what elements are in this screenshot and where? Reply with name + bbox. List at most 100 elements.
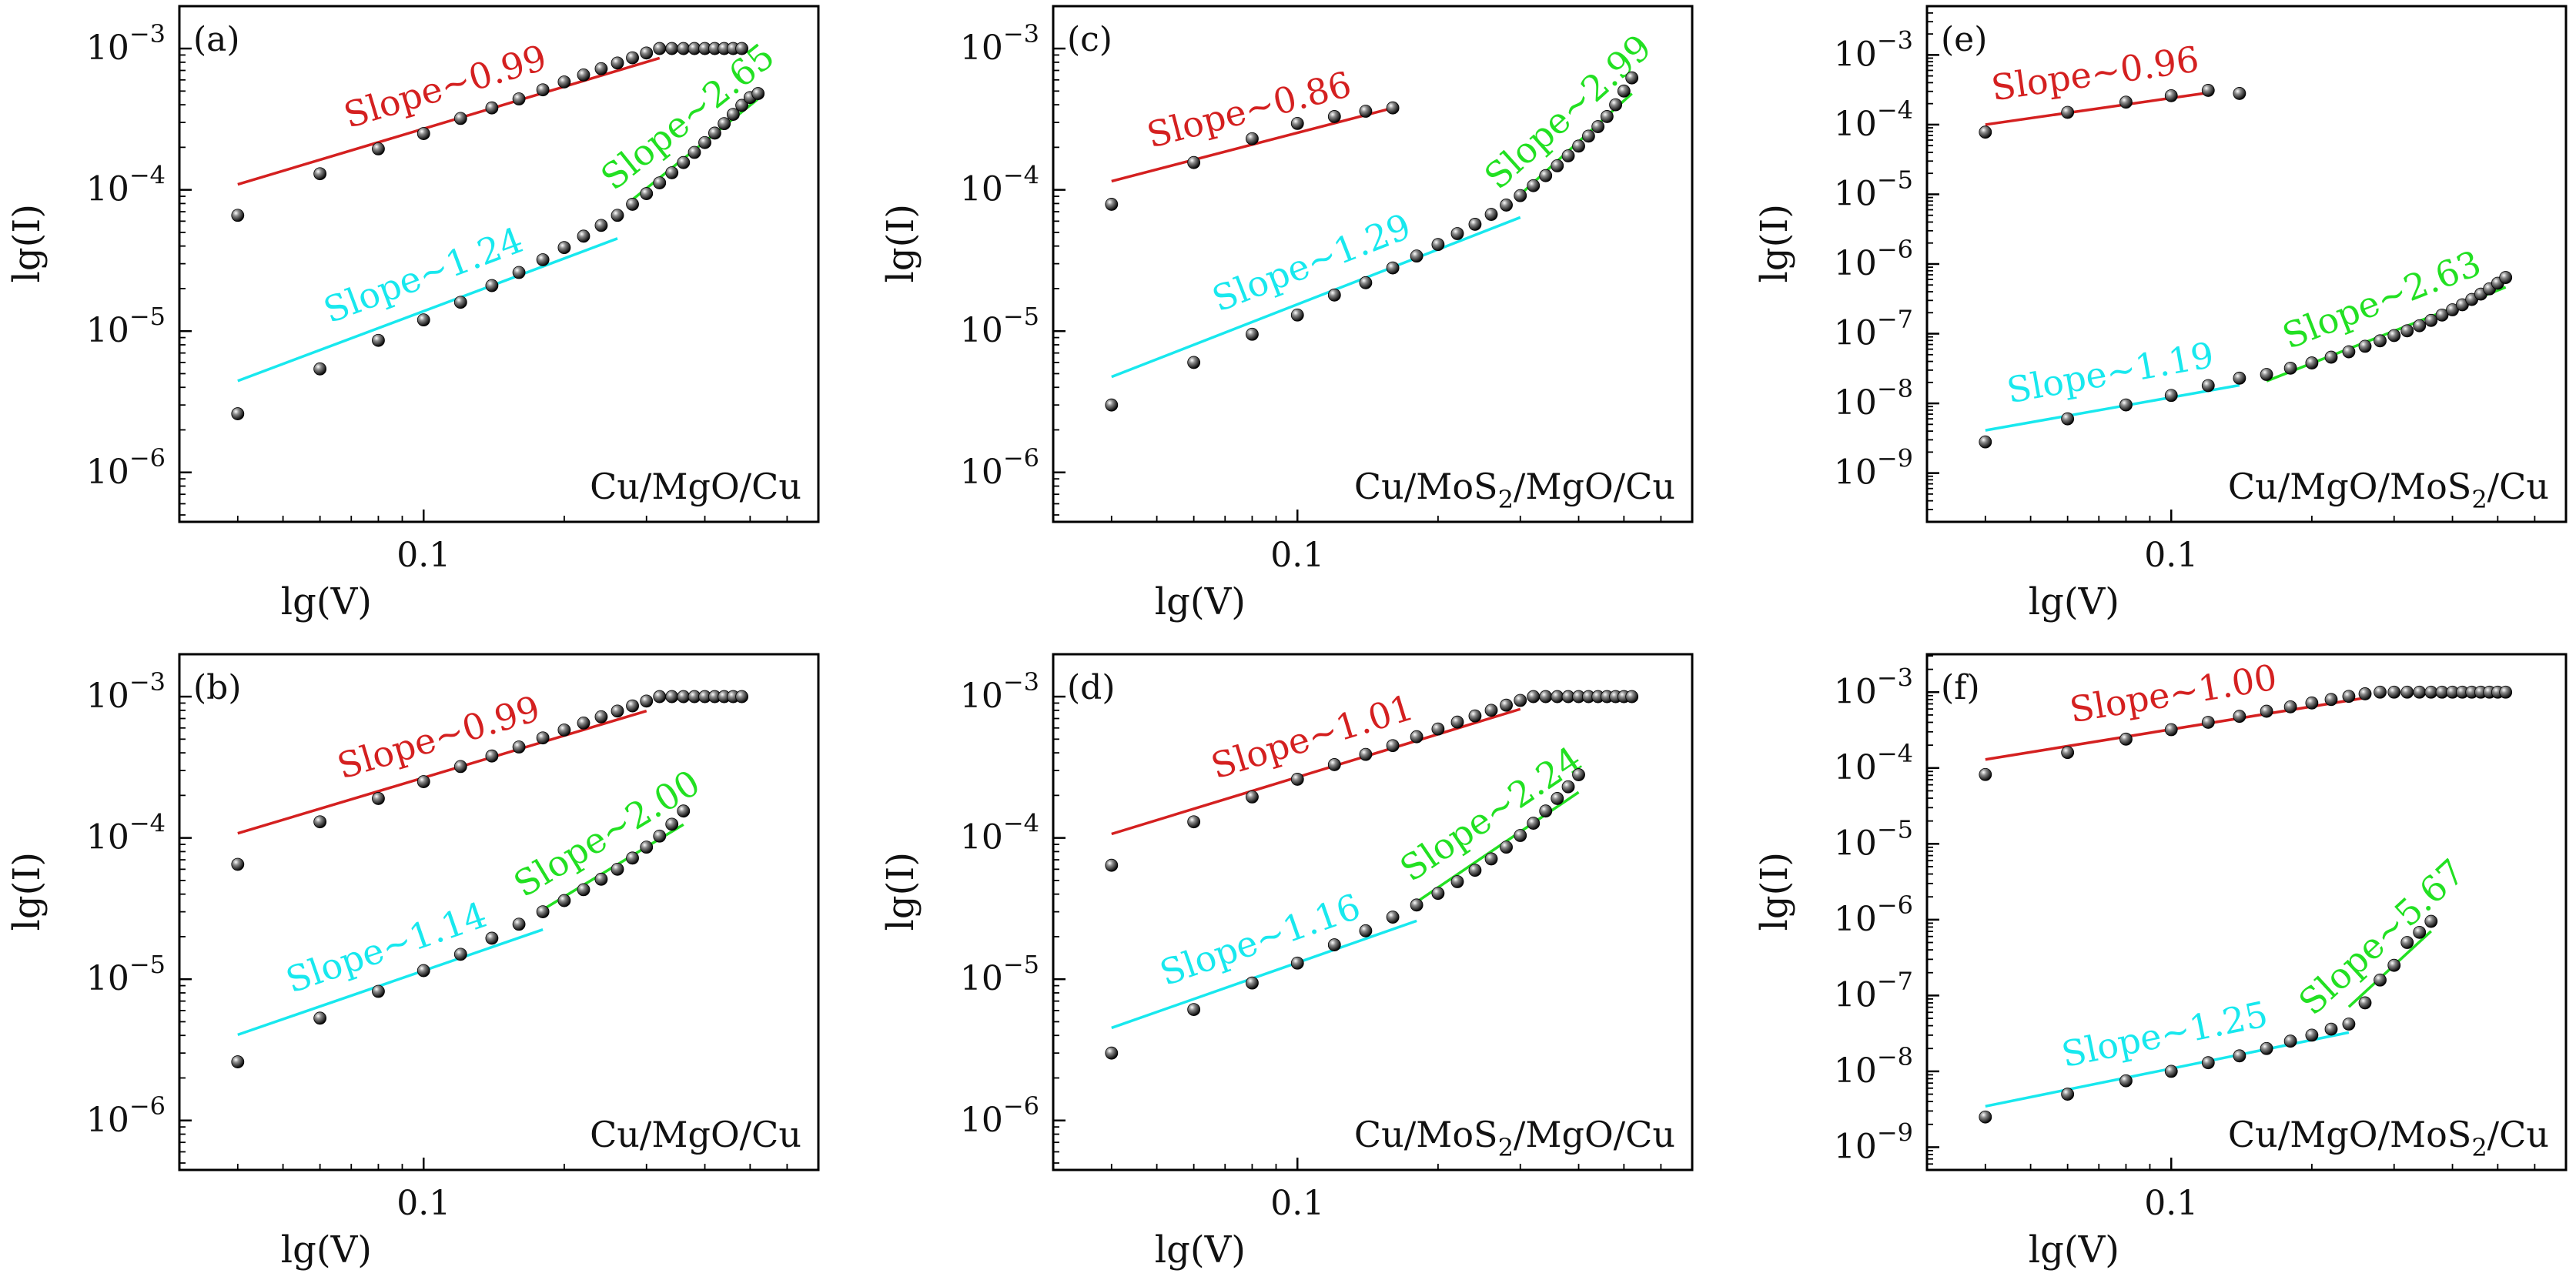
y-tick-label: 10−4 <box>86 161 166 209</box>
panel-label: (c) <box>1067 20 1112 59</box>
x-tick-label: 0.1 <box>396 1184 450 1223</box>
data-point <box>611 704 624 718</box>
data-point <box>417 127 430 140</box>
data-point <box>2358 339 2372 353</box>
x-axis-label: lg(V) <box>1155 1228 1246 1272</box>
data-point <box>372 333 385 347</box>
fit-line <box>1111 707 1521 836</box>
data-point <box>2324 693 2338 707</box>
data-point <box>1290 116 1304 130</box>
fit-line <box>1985 383 2240 432</box>
data-point <box>2387 685 2401 699</box>
fit-line <box>237 237 618 383</box>
slope-label: Slope∼1.14 <box>281 894 492 1001</box>
data-point <box>2499 271 2513 284</box>
y-tick-label: 10−6 <box>86 443 166 492</box>
data-point <box>2324 350 2338 364</box>
data-point <box>313 815 327 829</box>
data-point <box>2400 936 2414 949</box>
panel-f: 10−3 10−4 10−5 10−6 10−7 10−8 10−9 0.1 lg(V) lg(I… <box>1753 653 2568 1272</box>
y-tick-label: 10−6 <box>960 443 1039 492</box>
data-point <box>1246 132 1259 145</box>
fit-line <box>237 56 661 186</box>
data-point <box>611 56 624 70</box>
x-tick-label: 0.1 <box>2144 536 2198 575</box>
data-point <box>1581 129 1595 143</box>
data-point <box>313 362 327 376</box>
data-point <box>1979 767 1992 781</box>
data-point <box>665 690 679 703</box>
y-axis-label: lg(I) <box>1753 852 1796 931</box>
slope-label: Slope∼2.00 <box>507 761 707 905</box>
fit-line <box>1111 216 1521 379</box>
data-point <box>2283 361 2297 375</box>
y-tick-label: 10−6 <box>1834 235 1913 283</box>
data-point <box>611 862 624 876</box>
data-point <box>536 83 550 97</box>
data-point <box>1105 858 1119 872</box>
data-point <box>1500 841 1513 854</box>
data-point <box>653 829 667 843</box>
data-point <box>231 1055 245 1068</box>
y-axis-label: lg(I) <box>5 204 49 283</box>
data-point <box>1386 101 1400 115</box>
data-point <box>2233 710 2246 724</box>
device-label: Cu/MgO/Cu <box>590 466 801 507</box>
data-point <box>2374 685 2387 699</box>
data-point <box>2164 89 2178 102</box>
data-point <box>2358 996 2372 1010</box>
data-point <box>1617 84 1631 98</box>
data-point <box>2061 105 2075 119</box>
data-point <box>417 313 430 327</box>
x-axis-label: lg(V) <box>281 1228 372 1272</box>
slope-label: Slope∼2.99 <box>1477 26 1660 197</box>
data-point <box>536 731 550 745</box>
data-point <box>726 108 740 122</box>
y-tick-label: 10−5 <box>86 302 166 350</box>
data-point <box>512 917 526 931</box>
device-label: Cu/MoS2/MgO/Cu <box>1354 466 1675 514</box>
data-point <box>1468 709 1482 723</box>
data-point <box>2305 1028 2319 1042</box>
data-point <box>2424 685 2438 699</box>
data-point <box>626 851 639 865</box>
slope-label: Slope∼5.67 <box>2290 851 2472 1023</box>
data-point <box>1359 747 1373 761</box>
y-tick-label: 10−3 <box>86 667 166 716</box>
data-point <box>2435 308 2449 322</box>
fit-line <box>1111 919 1417 1030</box>
data-point <box>485 931 499 945</box>
data-point <box>1527 817 1541 830</box>
data-point <box>653 176 667 189</box>
data-point <box>1468 218 1482 231</box>
panel-label: (a) <box>193 20 240 59</box>
data-point <box>653 42 667 55</box>
data-point <box>718 117 731 131</box>
data-point <box>485 279 499 292</box>
data-point <box>485 749 499 763</box>
y-tick-label: 10−6 <box>86 1091 166 1140</box>
data-point <box>2499 685 2513 699</box>
data-point <box>1484 208 1498 221</box>
data-point <box>536 253 550 266</box>
data-point <box>1327 110 1341 123</box>
data-point <box>640 187 654 200</box>
data-point <box>557 724 571 737</box>
data-point <box>2061 1088 2075 1101</box>
y-tick-label: 10−3 <box>1834 663 1913 711</box>
data-point <box>2201 84 2215 97</box>
data-point <box>2260 1041 2273 1055</box>
y-axis-label: lg(I) <box>879 204 922 283</box>
data-point <box>512 266 526 279</box>
y-tick-label: 10−8 <box>1834 374 1913 423</box>
data-point <box>313 1011 327 1025</box>
data-point <box>1514 693 1527 707</box>
data-point <box>1327 758 1341 771</box>
y-tick-label: 10−4 <box>1834 739 1913 787</box>
data-point <box>1450 715 1464 729</box>
data-point <box>1386 261 1400 275</box>
data-point <box>2305 696 2319 710</box>
data-point <box>594 219 608 232</box>
data-point <box>1572 139 1585 153</box>
